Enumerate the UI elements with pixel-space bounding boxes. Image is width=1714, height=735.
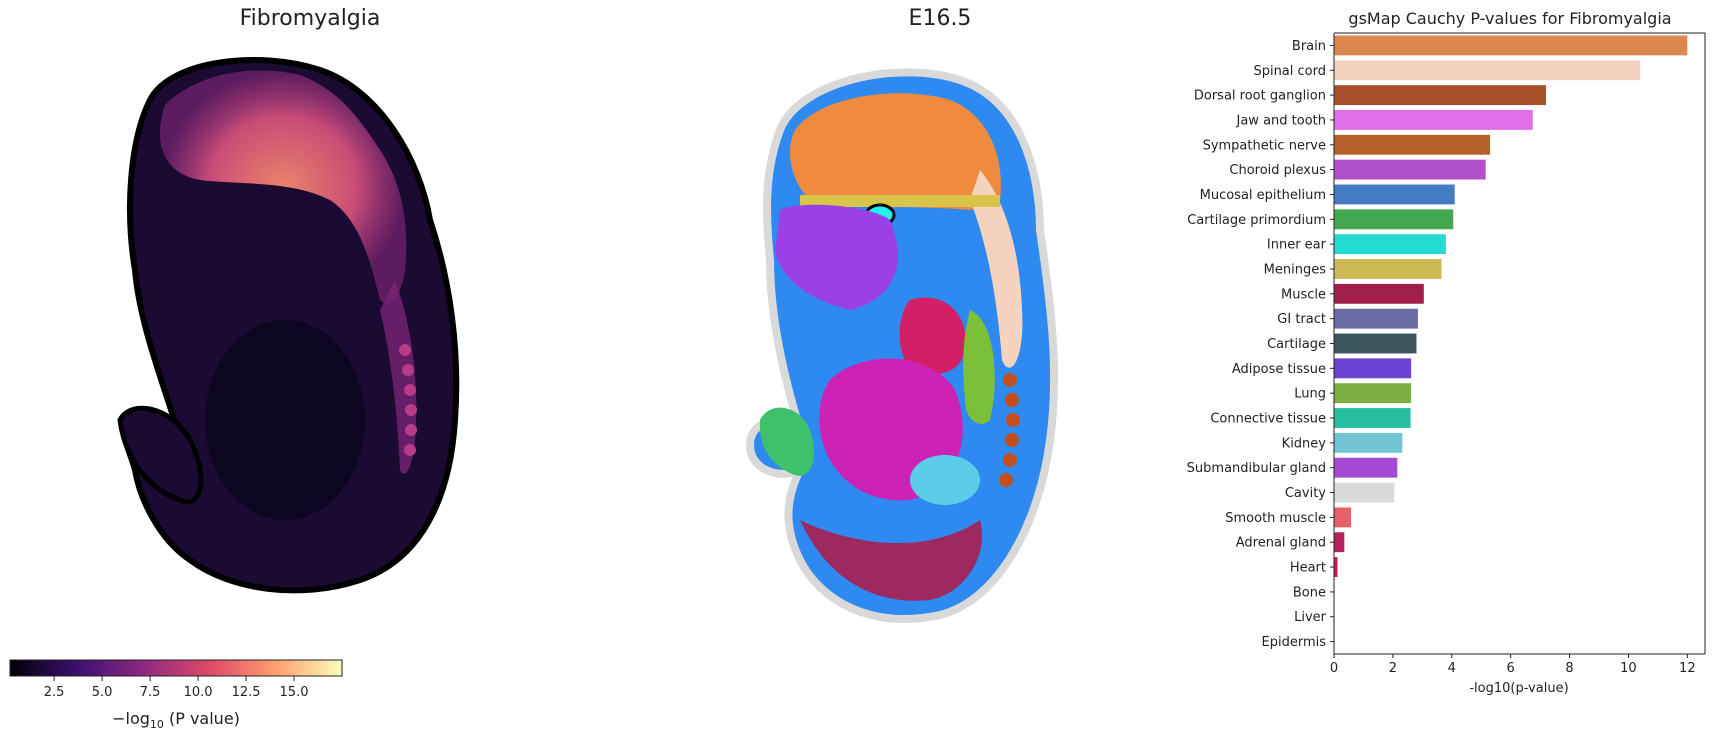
vertebrae-region bbox=[999, 373, 1020, 487]
head-tissue-region bbox=[775, 204, 898, 310]
bar-submandibular-gland bbox=[1334, 457, 1398, 478]
colorbar-tick-label: 15.0 bbox=[280, 685, 309, 700]
kidney-region bbox=[910, 455, 980, 505]
y-tick-label: Adrenal gland bbox=[1236, 536, 1326, 551]
bar-inner-ear bbox=[1334, 234, 1446, 255]
limb-region bbox=[759, 407, 815, 476]
y-tick-label: Epidermis bbox=[1262, 635, 1327, 650]
y-tick-label: Inner ear bbox=[1267, 238, 1327, 253]
bar-choroid-plexus bbox=[1334, 159, 1486, 180]
meninges-region bbox=[800, 195, 1000, 207]
y-tick-label: Liver bbox=[1294, 610, 1327, 625]
bar-muscle bbox=[1334, 283, 1424, 304]
y-tick-label: Cartilage bbox=[1267, 337, 1326, 352]
e165-annotation-embryo bbox=[745, 68, 1059, 623]
y-tick-label: Cartilage primordium bbox=[1187, 213, 1326, 228]
y-tick-label: Mucosal epithelium bbox=[1200, 188, 1326, 203]
bar-dorsal-root-ganglion bbox=[1334, 85, 1546, 106]
bar-spinal-cord bbox=[1334, 60, 1641, 81]
y-tick-label: Connective tissue bbox=[1210, 412, 1326, 427]
bar-cartilage-primordium bbox=[1334, 209, 1454, 230]
x-axis-label: -log10(p-value) bbox=[1469, 681, 1568, 696]
y-tick-label: Brain bbox=[1292, 39, 1326, 54]
brain-region bbox=[790, 93, 1001, 210]
left-panel-title: Fibromyalgia bbox=[239, 6, 381, 31]
bar-brain bbox=[1334, 35, 1688, 56]
bar-meninges bbox=[1334, 259, 1442, 279]
y-tick-label: Heart bbox=[1290, 561, 1326, 576]
bar-mucosal-epithelium bbox=[1334, 184, 1455, 205]
x-tick-label: 4 bbox=[1448, 661, 1456, 676]
x-tick-label: 12 bbox=[1679, 661, 1696, 676]
y-tick-label: Choroid plexus bbox=[1229, 163, 1326, 178]
bar-sympathetic-nerve bbox=[1334, 134, 1491, 155]
colorbar-tick-label: 10.0 bbox=[184, 685, 213, 700]
x-tick-label: 6 bbox=[1507, 661, 1515, 676]
colorbar-tick-label: 7.5 bbox=[140, 685, 161, 700]
colorbar-label: −log10 (P value) bbox=[112, 709, 240, 731]
bar-connective-tissue bbox=[1334, 408, 1411, 428]
colorbar-tick-label: 2.5 bbox=[44, 685, 65, 700]
y-tick-label: Bone bbox=[1293, 585, 1326, 600]
y-tick-label: Cavity bbox=[1285, 486, 1326, 501]
colorbar-tick-label: 12.5 bbox=[232, 685, 261, 700]
fibromyalgia-embryo-heatmap bbox=[117, 57, 460, 594]
y-tick-label: Jaw and tooth bbox=[1236, 113, 1327, 128]
y-tick-label: Muscle bbox=[1281, 287, 1326, 302]
heart-region bbox=[899, 297, 966, 374]
x-tick-label: 10 bbox=[1620, 661, 1637, 676]
bar-jaw-and-tooth bbox=[1334, 110, 1533, 130]
y-tick-label: Dorsal root ganglion bbox=[1194, 89, 1326, 104]
y-tick-label: Lung bbox=[1294, 387, 1326, 402]
bar-adipose-tissue bbox=[1334, 358, 1412, 379]
colorbar-gradient bbox=[9, 659, 343, 677]
bar-smooth-muscle bbox=[1334, 507, 1352, 528]
x-tick-label: 0 bbox=[1330, 661, 1338, 676]
y-tick-label: Spinal cord bbox=[1253, 64, 1326, 79]
spinal-hotspot bbox=[380, 280, 417, 474]
muscle-region bbox=[800, 520, 982, 601]
y-tick-label: Kidney bbox=[1282, 436, 1327, 451]
bar-chart-title: gsMap Cauchy P-values for Fibromyalgia bbox=[1348, 9, 1672, 28]
bar-heart bbox=[1334, 557, 1338, 577]
x-tick-label: 8 bbox=[1565, 661, 1573, 676]
bar-cartilage bbox=[1334, 333, 1417, 354]
lung-region bbox=[963, 310, 995, 424]
y-tick-label: Sympathetic nerve bbox=[1203, 138, 1326, 153]
bar-cavity bbox=[1334, 482, 1395, 503]
y-tick-label: Adipose tissue bbox=[1232, 362, 1326, 377]
y-tick-label: Meninges bbox=[1264, 262, 1327, 277]
embryo-body-dark bbox=[205, 320, 365, 520]
x-tick-label: 2 bbox=[1389, 661, 1397, 676]
vertebrae-dots bbox=[399, 344, 417, 456]
colorbar: 2.5 5.0 7.5 10.0 12.5 15.0 −log10 (P value) bbox=[9, 659, 343, 731]
brain-hotspot bbox=[159, 70, 407, 304]
colorbar-tick-label: 5.0 bbox=[92, 685, 113, 700]
bar-lung bbox=[1334, 383, 1412, 404]
middle-panel-title: E16.5 bbox=[908, 6, 972, 31]
y-tick-label: Submandibular gland bbox=[1187, 461, 1326, 476]
spinal-cord-region bbox=[970, 170, 1023, 368]
colorbar-ticks: 2.5 5.0 7.5 10.0 12.5 15.0 bbox=[44, 676, 309, 700]
bar-gi-tract bbox=[1334, 308, 1418, 329]
y-tick-label: Smooth muscle bbox=[1225, 511, 1326, 526]
y-tick-label: GI tract bbox=[1277, 312, 1326, 327]
bar-kidney bbox=[1334, 432, 1403, 453]
bar-adrenal-gland bbox=[1334, 532, 1345, 553]
embryo-limb-left bbox=[117, 405, 204, 505]
